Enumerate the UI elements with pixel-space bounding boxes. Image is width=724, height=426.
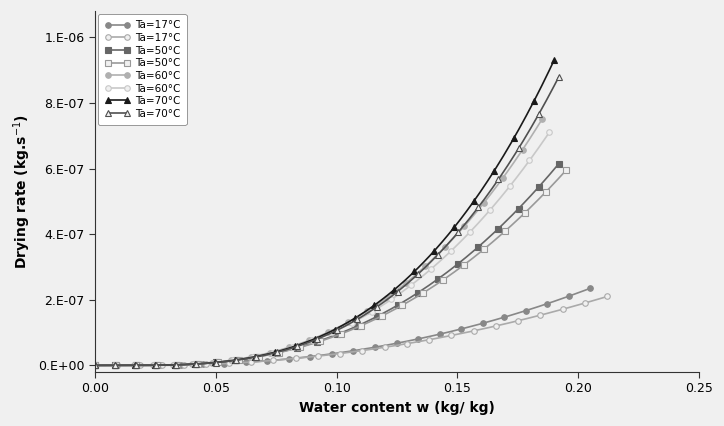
Ta=17°C (93, 363, 101, 368)
Ta=60°C (361, 313, 370, 318)
Ta=60°C (93, 363, 101, 368)
Legend: Ta=17°C, Ta=17°C, Ta=50°C, Ta=50°C, Ta=60°C, Ta=60°C, Ta=70°C, Ta=70°C: Ta=17°C, Ta=17°C, Ta=50°C, Ta=50°C, Ta=6… (98, 14, 187, 125)
Ta=70°C (90, 363, 99, 368)
Ta=60°C (90, 363, 99, 368)
Ta=50°C (90, 363, 99, 368)
Ta=60°C (538, 117, 547, 122)
Ta=17°C (395, 342, 404, 347)
Ta=17°C (90, 363, 99, 368)
Ta=70°C (363, 308, 371, 313)
Ta=17°C (522, 316, 531, 321)
Ta=70°C (367, 308, 376, 313)
Ta=70°C (374, 303, 383, 308)
Line: Ta=60°C: Ta=60°C (93, 130, 552, 368)
Ta=50°C (90, 363, 99, 368)
Ta=70°C (93, 363, 101, 368)
Ta=70°C (507, 141, 515, 146)
Ta=50°C (374, 313, 383, 318)
Ta=70°C (550, 58, 558, 63)
Y-axis label: Drying rate (kg.s$^{-1}$): Drying rate (kg.s$^{-1}$) (11, 114, 33, 269)
Line: Ta=17°C: Ta=17°C (93, 285, 593, 368)
Ta=70°C (511, 151, 520, 156)
Ta=60°C (502, 187, 511, 193)
Ta=60°C (357, 312, 366, 317)
Ta=50°C (379, 313, 388, 318)
Ta=50°C (555, 161, 563, 166)
Ta=50°C (562, 168, 571, 173)
Ta=70°C (481, 194, 490, 199)
Ta=17°C (555, 308, 563, 313)
Ta=50°C (518, 213, 526, 218)
Ta=50°C (511, 209, 520, 214)
Ta=60°C (90, 363, 99, 368)
Ta=50°C (367, 317, 376, 322)
Line: Ta=50°C: Ta=50°C (93, 161, 562, 368)
Ta=17°C (603, 294, 612, 299)
Ta=17°C (404, 341, 413, 346)
Ta=17°C (384, 342, 392, 347)
Ta=70°C (478, 187, 487, 192)
Ta=60°C (369, 308, 377, 314)
Line: Ta=70°C: Ta=70°C (93, 74, 562, 368)
Ta=50°C (93, 363, 101, 368)
Ta=17°C (586, 286, 594, 291)
Ta=17°C (394, 343, 403, 348)
Ta=70°C (555, 74, 563, 79)
Ta=60°C (545, 130, 554, 135)
Ta=60°C (93, 363, 101, 368)
Line: Ta=60°C: Ta=60°C (93, 117, 544, 368)
Ta=50°C (481, 238, 490, 243)
Line: Ta=17°C: Ta=17°C (93, 294, 610, 368)
X-axis label: Water content w (kg/ kg): Water content w (kg/ kg) (299, 401, 495, 415)
Ta=17°C (539, 302, 548, 307)
Ta=17°C (93, 363, 101, 368)
Ta=70°C (93, 363, 101, 368)
Ta=60°C (360, 314, 369, 319)
Ta=60°C (468, 215, 476, 220)
Ta=17°C (394, 340, 403, 345)
Ta=70°C (364, 307, 373, 312)
Ta=50°C (370, 317, 379, 322)
Ta=17°C (386, 342, 395, 347)
Ta=60°C (496, 179, 505, 184)
Ta=50°C (366, 318, 374, 323)
Ta=50°C (93, 363, 101, 368)
Ta=70°C (371, 302, 380, 307)
Ta=17°C (508, 312, 517, 317)
Ta=60°C (364, 308, 373, 313)
Ta=17°C (90, 363, 99, 368)
Ta=70°C (366, 309, 374, 314)
Ta=60°C (473, 221, 482, 226)
Ta=50°C (371, 317, 380, 322)
Line: Ta=50°C: Ta=50°C (93, 167, 569, 368)
Ta=60°C (355, 313, 364, 318)
Line: Ta=70°C: Ta=70°C (93, 58, 557, 368)
Ta=70°C (90, 363, 99, 368)
Ta=50°C (488, 240, 497, 245)
